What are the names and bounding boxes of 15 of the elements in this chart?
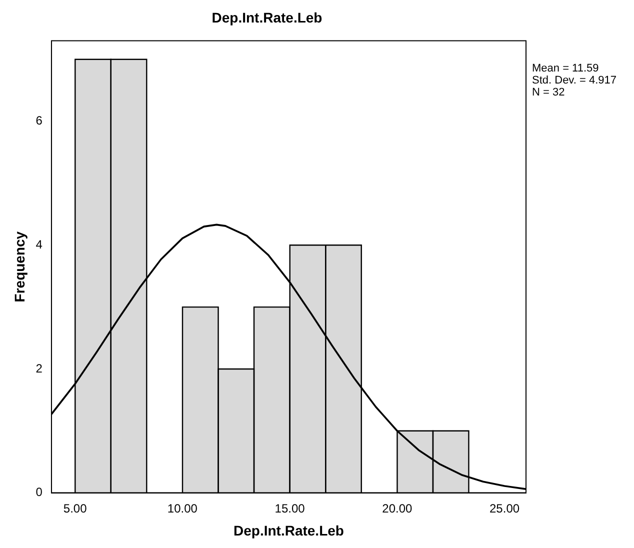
x-axis-title: Dep.Int.Rate.Leb <box>234 522 344 538</box>
y-tick-label: 4 <box>36 237 43 252</box>
text: Mean = 11.59 <box>532 62 599 74</box>
y-tick-label: 2 <box>36 361 43 376</box>
x-tick-label: 5.00 <box>63 501 88 516</box>
x-tick-label: 10.00 <box>167 501 198 516</box>
text: N = 32 <box>532 86 565 98</box>
x-tick-label: 25.00 <box>490 501 520 516</box>
chart-title: Dep.Int.Rate.Leb <box>212 9 322 26</box>
y-tick-label: 0 <box>36 485 43 500</box>
text: Std. Dev. = 4.917 <box>532 74 616 86</box>
x-tick-label: 20.00 <box>382 501 413 516</box>
y-tick-label: 6 <box>36 114 43 128</box>
x-tick-label: 15.00 <box>274 501 306 516</box>
y-axis-title: Frequency <box>11 231 28 302</box>
